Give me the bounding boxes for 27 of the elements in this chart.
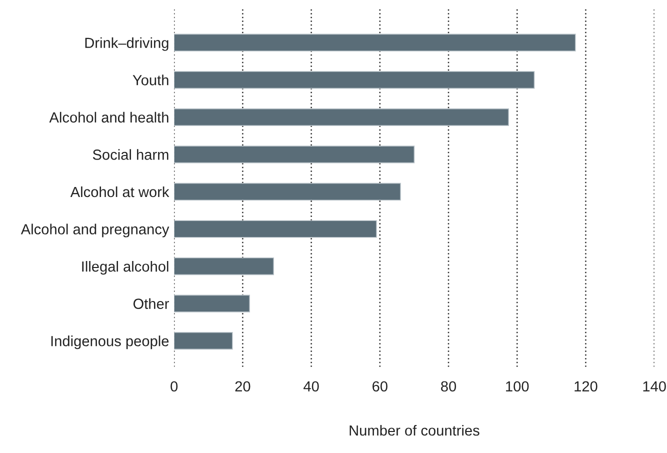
y-tick-label: Social harm [92, 149, 168, 160]
bar [174, 220, 377, 238]
bar [174, 146, 415, 164]
x-tick-label: 120 [574, 381, 598, 392]
bar [174, 332, 233, 350]
bar [174, 294, 250, 312]
y-tick-label: Drink–driving [85, 37, 168, 51]
bar [174, 257, 274, 276]
y-tick-label: Youth [132, 74, 168, 86]
x-tick-label: 140 [643, 381, 666, 392]
x-axis-title: Number of countries [350, 424, 480, 436]
x-tick-label: 40 [304, 381, 319, 392]
x-tick-label: 0 [170, 381, 178, 392]
bar [174, 34, 576, 52]
bar [174, 182, 401, 201]
x-tick-label: 80 [441, 381, 456, 392]
y-tick-label: Indigenous people [51, 336, 169, 350]
y-tick-label: Alcohol at work [70, 186, 170, 198]
x-tick-label: 100 [506, 381, 529, 392]
x-tick-label: 20 [235, 381, 250, 392]
y-tick-label: Illegal alcohol [82, 260, 168, 275]
bar [174, 108, 509, 126]
bar [174, 71, 535, 89]
y-tick-label: Alcohol and pregnancy [20, 224, 170, 238]
x-tick-label: 60 [372, 381, 388, 392]
y-tick-label: Alcohol and health [49, 112, 168, 123]
y-tick-label: Other [133, 298, 169, 309]
